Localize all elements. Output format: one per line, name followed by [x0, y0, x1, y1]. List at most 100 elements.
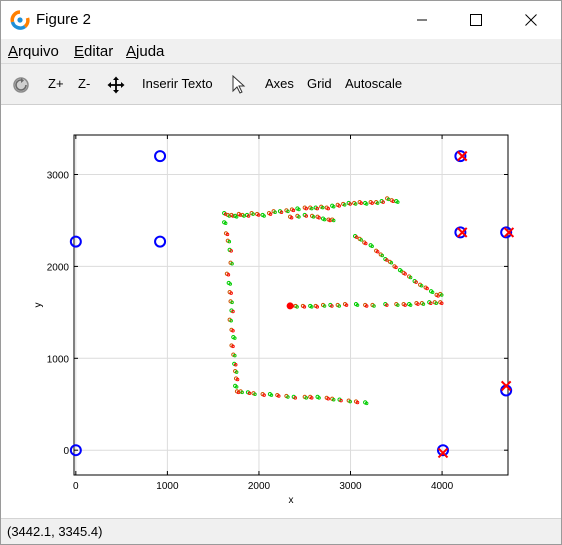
data-point-dot-alt	[231, 309, 235, 314]
data-point-dot-alt	[302, 305, 307, 309]
data-point-dot-alt	[234, 215, 239, 219]
data-point-dot-alt	[375, 201, 380, 205]
data-point-dot-alt	[277, 394, 281, 398]
data-point-dot-alt	[322, 304, 327, 308]
data-point-dot-alt	[295, 305, 299, 309]
data-point-dot-alt	[414, 280, 418, 284]
data-point-dot-alt	[297, 207, 301, 212]
menu-editar[interactable]: Editar	[74, 43, 113, 60]
data-point-dot-alt	[439, 301, 444, 305]
y-axis-label: y	[33, 303, 44, 308]
data-point-dot-alt	[223, 221, 228, 226]
data-point-dot-alt	[229, 249, 233, 253]
data-point-dot-alt	[408, 303, 413, 307]
data-point-dot-alt	[229, 318, 233, 323]
data-point-dot-alt	[408, 275, 413, 280]
data-point-dot-alt	[396, 200, 400, 204]
data-point-dot-alt	[225, 232, 230, 237]
data-point-dot-alt	[389, 261, 394, 265]
data-point-dot-alt	[235, 377, 240, 382]
blue-circle-marker	[154, 150, 167, 163]
scatter-plot[interactable]: 0 1000 2000 3000 4000 0 1000 2000 3000 x y	[1, 106, 561, 518]
menu-arquivo-accel: A	[8, 43, 19, 60]
x-axis-label: x	[289, 495, 294, 506]
x-tick-label: 3000	[339, 481, 362, 492]
reset-icon[interactable]	[12, 76, 30, 99]
data-point-dot-alt	[289, 216, 294, 220]
menu-ajuda-rest: juda	[136, 43, 165, 60]
title-bar[interactable]: Figure 2	[1, 1, 561, 39]
x-tick-label: 2000	[248, 481, 271, 492]
data-point-dot-alt	[234, 370, 239, 374]
menu-arquivo[interactable]: Arquivo	[8, 43, 59, 60]
data-point-dot-alt	[359, 201, 363, 205]
data-point-dot-alt	[268, 212, 273, 216]
blue-circle-marker	[454, 150, 467, 163]
move-arrows-icon[interactable]	[107, 76, 125, 99]
data-point-dot-alt	[231, 329, 235, 333]
data-point-dot-alt	[226, 273, 231, 277]
data-point-dot-alt	[430, 290, 435, 294]
data-point-dot-alt	[363, 241, 368, 246]
zoom-in-button[interactable]: Z+	[48, 76, 64, 91]
menu-ajuda[interactable]: Ajuda	[126, 43, 164, 60]
data-point-dot-alt	[251, 212, 255, 216]
data-point-dot-alt	[315, 305, 319, 309]
data-point-dot-alt	[354, 235, 359, 239]
plot-frame	[73, 134, 509, 476]
close-button[interactable]	[508, 1, 554, 39]
y-tick-label: 2000	[47, 262, 70, 273]
blue-circle-marker	[69, 444, 82, 457]
data-point-dot-alt	[238, 213, 243, 217]
red-x-marker	[500, 380, 512, 392]
data-point-dot-alt	[286, 209, 290, 214]
start-point-marker	[286, 302, 294, 310]
data-point-dot-alt	[381, 200, 385, 204]
data-point-dot-alt	[326, 206, 330, 211]
red-x-marker	[503, 227, 515, 238]
data-point-dot-alt	[364, 202, 369, 206]
data-point-dot-alt	[394, 265, 398, 270]
maximize-button[interactable]	[453, 1, 499, 39]
data-point-dot-alt	[322, 217, 327, 222]
data-point-dot-alt	[419, 284, 424, 288]
cursor-arrow-icon[interactable]	[232, 74, 246, 100]
data-point-dot-alt	[227, 239, 232, 244]
data-point-dot-alt	[262, 214, 266, 218]
data-point-dot-alt	[425, 286, 429, 291]
minimize-button[interactable]	[399, 1, 445, 39]
data-point-dot-alt	[385, 303, 389, 307]
data-point-dot-alt	[364, 304, 369, 308]
data-point-dot-alt	[240, 390, 244, 395]
data-point-dot-alt	[403, 272, 407, 276]
data-point-dot-alt	[326, 397, 330, 401]
red-x-marker	[457, 150, 468, 162]
axes-button[interactable]: Axes	[265, 76, 294, 91]
autoscale-button[interactable]: Autoscale	[345, 76, 403, 91]
menu-bar: Arquivo Editar Ajuda	[1, 39, 561, 63]
window-title: Figure 2	[36, 11, 92, 28]
insert-text-button[interactable]: Inserir Texto	[142, 76, 213, 91]
data-point-dot-alt	[337, 304, 341, 308]
data-point-dot-alt	[380, 253, 384, 258]
data-point-dot-alt	[331, 218, 336, 223]
data-point-dot-alt	[273, 210, 277, 215]
x-tick-label: 0	[73, 481, 79, 492]
close-icon	[525, 14, 537, 26]
menu-ajuda-accel: A	[126, 43, 137, 60]
y-tick-label: 0	[63, 446, 69, 457]
grid-button[interactable]: Grid	[307, 76, 332, 91]
data-point-dot-alt	[434, 301, 439, 305]
data-point-dot-alt	[348, 202, 352, 206]
data-point-dot-alt	[286, 395, 290, 399]
menu-editar-rest: ditar	[84, 43, 114, 60]
data-point-dot-alt	[269, 393, 274, 397]
plot-canvas[interactable]: 0 1000 2000 3000 4000 0 1000 2000 3000 x y	[1, 106, 561, 518]
data-point-dot-alt	[370, 201, 374, 205]
data-point-dot-alt	[330, 304, 334, 308]
zoom-out-button[interactable]: Z-	[78, 76, 91, 91]
data-point-dot-alt	[253, 392, 257, 396]
x-tick-label: 1000	[156, 481, 179, 492]
data-point-dot-alt	[372, 304, 376, 308]
